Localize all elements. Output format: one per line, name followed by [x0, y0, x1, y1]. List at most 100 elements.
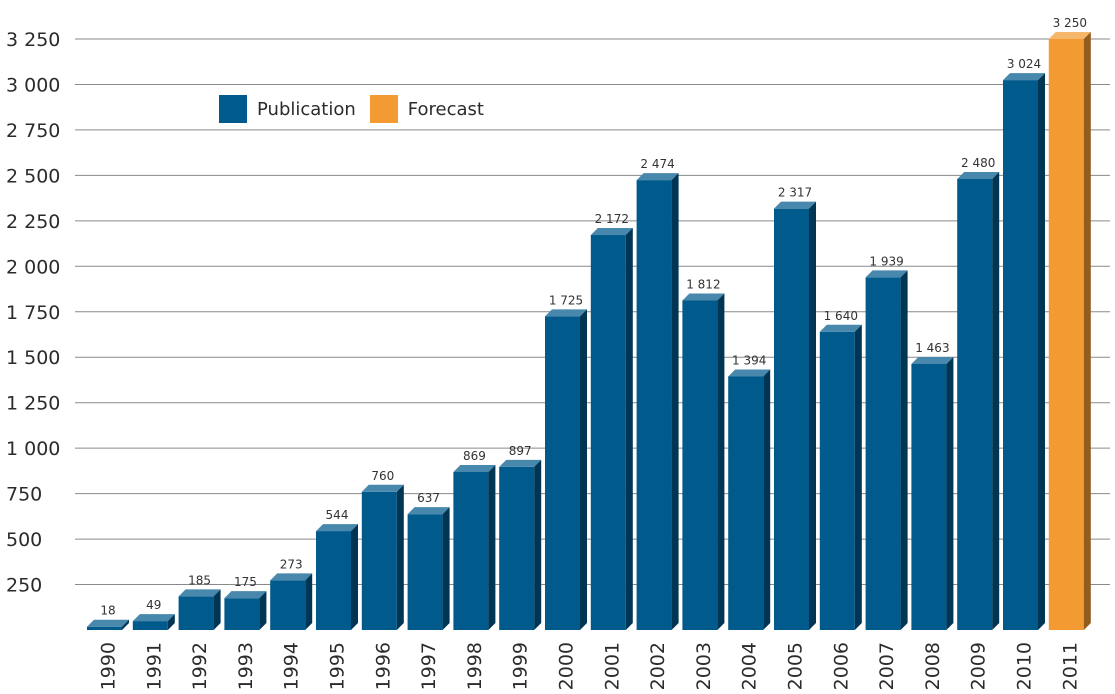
bar-publication-1999 [499, 466, 535, 630]
legend: Publication Forecast [219, 95, 498, 123]
bar-publication-1991 [132, 621, 168, 630]
bar-top-1995 [316, 524, 358, 532]
legend-label-publication: Publication [257, 98, 356, 120]
bar-publication-1995 [316, 531, 351, 630]
bar-top-2009 [957, 172, 1000, 180]
y-axis-ticks: 250 500 750 1 000 1 250 1 500 1 750 2 000 2 250 2… [6, 29, 60, 597]
bar-top-1990 [87, 619, 129, 627]
data-label-2003: 1 812 [686, 277, 720, 291]
data-label-2007: 1 939 [869, 254, 903, 268]
data-label-2001: 2 172 [595, 212, 629, 226]
bar-top-1994 [270, 573, 313, 581]
bar-top-2011 [1048, 32, 1091, 39]
bar-publication-1997 [407, 514, 443, 630]
x-tick-label-1996: 1996 [372, 642, 394, 690]
bar-publication-2009 [957, 179, 993, 630]
x-tick-label-2004: 2004 [739, 642, 761, 690]
bar-top-2005 [774, 201, 816, 209]
x-tick-label-2000: 2000 [556, 642, 578, 690]
data-label-2000: 1 725 [549, 293, 583, 307]
data-label-1996: 760 [371, 469, 394, 483]
y-tick-label: 1 500 [6, 347, 60, 369]
bar-side-2011 [1083, 32, 1091, 630]
bar-top-2008 [911, 356, 954, 364]
bar-side-2006 [854, 324, 862, 630]
bar-publication-1990 [87, 626, 122, 630]
bar-side-1999 [534, 459, 542, 630]
data-label-2006: 1 640 [824, 309, 858, 323]
data-label-2005: 2 317 [778, 186, 812, 200]
data-label-2002: 2 474 [640, 157, 674, 171]
y-tick-label: 1 000 [6, 438, 60, 460]
bar-side-2009 [992, 172, 1000, 630]
bar-top-1999 [499, 459, 542, 467]
bar-publication-1993 [224, 598, 260, 630]
data-label-1991: 49 [146, 598, 161, 612]
x-tick-label-1998: 1998 [464, 642, 486, 690]
bar-side-1992 [213, 589, 221, 630]
data-label-2010: 3 024 [1007, 57, 1041, 71]
y-tick-label: 1 250 [6, 393, 60, 415]
bar-publication-2004 [728, 376, 764, 630]
data-label-1998: 869 [463, 449, 486, 463]
bar-top-2004 [728, 369, 771, 377]
y-tick-label: 2 500 [6, 165, 60, 187]
bar-top-1992 [178, 589, 221, 597]
bar-side-2002 [671, 173, 679, 630]
bar-side-2001 [625, 228, 633, 630]
x-tick-label-2003: 2003 [693, 642, 715, 690]
legend-label-forecast: Forecast [407, 98, 484, 120]
bar-publication-2002 [636, 180, 672, 630]
data-label-1990: 18 [100, 604, 115, 618]
bar-top-2002 [636, 173, 679, 181]
bar-side-2010 [1038, 73, 1045, 630]
x-tick-label-1999: 1999 [510, 642, 532, 690]
legend-swatch-forecast [369, 95, 398, 123]
bar-side-2003 [717, 293, 725, 630]
x-tick-label-2005: 2005 [785, 642, 807, 690]
bar-top-1993 [224, 591, 267, 599]
x-tick-label-1995: 1995 [327, 642, 349, 690]
bars [87, 32, 1091, 630]
legend-swatch-publication [219, 95, 247, 123]
x-tick-label-2008: 2008 [922, 642, 944, 690]
bar-top-2003 [682, 293, 725, 301]
x-tick-label-2002: 2002 [647, 642, 669, 690]
bar-publication-2001 [590, 235, 626, 630]
bar-side-1991 [167, 614, 175, 630]
data-label-2004: 1 394 [732, 354, 766, 368]
bar-side-1996 [396, 484, 404, 630]
bar-top-2010 [1003, 73, 1045, 81]
y-tick-label: 2 250 [6, 211, 60, 233]
data-label-1994: 273 [280, 557, 303, 571]
y-tick-label: 3 250 [6, 29, 60, 51]
y-tick-label: 3 000 [6, 74, 60, 96]
bar-top-2006 [819, 324, 862, 332]
bar-side-1993 [259, 591, 267, 630]
bar-top-2000 [545, 309, 587, 317]
bar-side-1997 [442, 507, 450, 630]
bar-publication-1994 [270, 580, 306, 630]
bar-top-2007 [865, 270, 908, 278]
bar-forecast-2011 [1048, 39, 1084, 630]
data-label-1999: 897 [509, 444, 532, 458]
bar-top-1998 [453, 464, 496, 472]
bar-publication-2000 [545, 316, 580, 630]
bar-side-2007 [900, 270, 908, 630]
bar-side-2005 [809, 201, 816, 630]
x-tick-label-1991: 1991 [143, 642, 165, 690]
bar-side-2000 [580, 309, 587, 630]
bar-top-1991 [132, 614, 175, 622]
x-tick-label-1990: 1990 [98, 642, 120, 690]
y-tick-label: 750 [6, 484, 42, 506]
y-tick-label: 2 000 [6, 256, 60, 278]
x-tick-label-1992: 1992 [189, 642, 211, 690]
bar-publication-2008 [911, 363, 947, 630]
bar-side-1998 [488, 464, 496, 630]
x-tick-label-1997: 1997 [418, 642, 440, 690]
x-tick-label-2010: 2010 [1014, 642, 1036, 690]
y-tick-label: 1 750 [6, 302, 60, 324]
bar-publication-2007 [865, 277, 901, 630]
